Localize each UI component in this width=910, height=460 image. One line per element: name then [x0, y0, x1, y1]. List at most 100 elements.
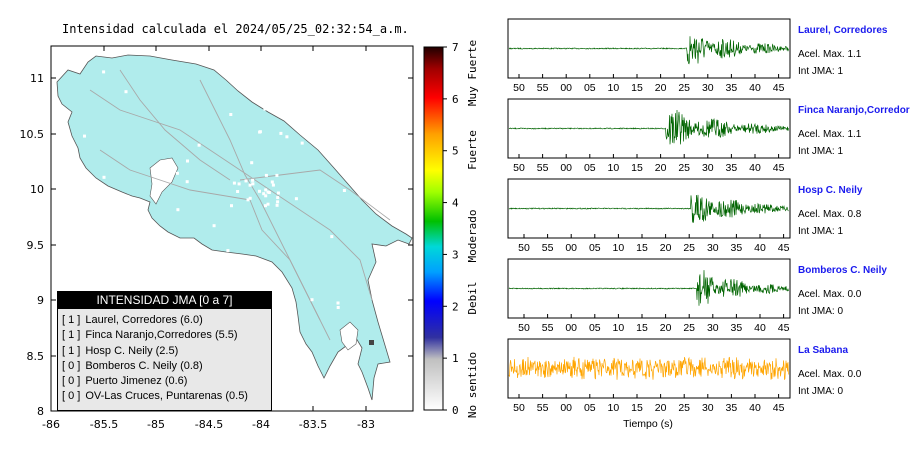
town-marker — [124, 90, 128, 94]
town-marker — [246, 198, 250, 202]
waveform-tick-label: 30 — [707, 242, 719, 254]
waveform-trace — [508, 36, 789, 65]
legend-title: INTENSIDAD JMA [0 a 7] — [58, 292, 271, 309]
town-marker — [186, 159, 189, 163]
town-marker — [258, 130, 262, 134]
town-marker — [102, 175, 106, 179]
x-tick-label: -83 — [357, 418, 375, 431]
waveform-tick-label: 05 — [584, 82, 596, 94]
station-name: Bomberos C. Neily — [798, 265, 887, 276]
town-marker — [275, 203, 279, 207]
legend-item: [ 1 ] Laurel, Corredores (6.0) — [62, 313, 271, 328]
waveform-tick-label: 25 — [683, 322, 695, 334]
town-marker — [336, 306, 340, 309]
legend-text: Bomberos C. Neily (0.8) — [85, 359, 203, 372]
map-title: Intensidad calculada el 2024/05/25_02:32… — [62, 22, 409, 36]
costa-rica-landmass — [56, 54, 413, 401]
waveform-panel: 50 55 00 05 10 15 20 25 30 35 40 45 Hosp C. Neily Ace… — [507, 178, 863, 254]
waveform-tick-label: 10 — [613, 322, 625, 334]
station-marker — [369, 340, 374, 345]
waveform-panel: 50 55 00 05 10 15 20 25 30 35 40 45 Laurel, Corredor… — [507, 18, 888, 94]
waveform-tick-label: 05 — [584, 402, 596, 414]
waveform-tick-label: 15 — [631, 82, 643, 94]
waveform-tick-label: 20 — [655, 82, 667, 94]
colorbar-tick-label: 2 — [452, 300, 459, 313]
legend-item: [ 1 ] Finca Naranjo,Corredores (5.5) — [62, 328, 271, 343]
legend-text: Finca Naranjo,Corredores (5.5) — [85, 329, 238, 342]
waveform-tick-label: 35 — [726, 82, 738, 94]
waveform-tick-label: 35 — [731, 322, 743, 334]
colorbar-tick-label: 7 — [452, 41, 459, 54]
town-marker — [114, 197, 118, 201]
town-marker — [330, 235, 334, 239]
town-marker — [197, 143, 201, 147]
x-tick-label: -85 — [147, 418, 165, 431]
station-name: Laurel, Corredores — [798, 25, 888, 36]
town-marker — [244, 179, 248, 183]
town-marker — [248, 183, 252, 187]
town-marker — [336, 301, 340, 305]
road — [89, 89, 373, 301]
station-name: La Sabana — [798, 345, 848, 356]
waveform-tick-label: 15 — [631, 162, 643, 174]
waveform-tick-label: 55 — [542, 242, 554, 254]
waveform-tick-label: 40 — [754, 322, 766, 334]
town-marker — [236, 190, 240, 193]
waveform-tick-label: 25 — [678, 162, 690, 174]
x-tick-label: -86 — [42, 418, 60, 431]
colorbar-category-label: Debil — [466, 281, 479, 314]
y-tick-label: 10 — [30, 183, 44, 196]
waveform-tick-label: 00 — [560, 82, 572, 94]
legend-text: OV-Las Cruces, Puntarenas (0.5) — [85, 390, 248, 403]
waveform-tick-label: 20 — [660, 242, 672, 254]
station-accel: Acel. Max. 1.1 — [798, 49, 862, 60]
town-marker — [335, 131, 339, 135]
station-name: Finca Naranjo,Corredores — [798, 105, 910, 116]
town-marker — [212, 224, 216, 228]
town-marker — [270, 180, 274, 184]
town-marker — [185, 180, 189, 184]
waveform-tick-label: 25 — [678, 82, 690, 94]
town-marker — [226, 249, 230, 253]
town-marker — [262, 192, 266, 196]
waveform-tick-label: 05 — [589, 242, 601, 254]
town-marker — [250, 161, 254, 165]
waveform-tick-label: 20 — [660, 322, 672, 334]
station-intensity: Int JMA: 1 — [798, 146, 843, 157]
town-marker — [264, 204, 267, 208]
colorbar-tick-label: 1 — [452, 352, 459, 365]
station-accel: Acel. Max. 1.1 — [798, 129, 862, 140]
town-marker — [230, 204, 233, 208]
town-marker — [229, 113, 233, 116]
waveform-tick-label: 20 — [655, 402, 667, 414]
town-marker — [264, 194, 268, 198]
town-marker — [264, 173, 268, 177]
station-accel: Acel. Max. 0.0 — [798, 369, 862, 380]
town-marker — [112, 283, 116, 286]
waveform-panels: 50 55 00 05 10 15 20 25 30 35 40 45 Laurel, Corredor… — [507, 18, 910, 430]
town-marker — [266, 202, 270, 206]
waveform-tick-label: 30 — [702, 402, 714, 414]
waveform-tick-label: 35 — [731, 242, 743, 254]
colorbar-category-label: Moderado — [466, 210, 479, 263]
legend-item: [ 0 ] OV-Las Cruces, Puntarenas (0.5) — [62, 389, 271, 404]
town-marker — [251, 178, 255, 182]
colorbar-tick-label: 5 — [452, 145, 459, 158]
waveform-tick-label: 35 — [726, 402, 738, 414]
waveform-tick-label: 15 — [631, 402, 643, 414]
y-tick-label: 9.5 — [27, 239, 45, 252]
road — [119, 69, 231, 181]
waveform-tick-label: 55 — [537, 82, 549, 94]
waveform-tick-label: 25 — [678, 402, 690, 414]
town-marker — [258, 189, 261, 193]
waveform-tick-label: 10 — [608, 82, 620, 94]
legend-text: Puerto Jimenez (0.6) — [85, 375, 188, 388]
legend-item: [ 0 ] Puerto Jimenez (0.6) — [62, 374, 271, 389]
waveform-tick-label: 50 — [518, 242, 530, 254]
waveform-panel: 50 55 00 05 10 15 20 25 30 35 40 45 Bomberos C. Neil… — [507, 258, 887, 334]
waveform-tick-label: 55 — [537, 162, 549, 174]
colorbar-category-label: No sentido — [466, 352, 479, 418]
town-marker — [83, 134, 86, 138]
waveform-tick-label: 00 — [560, 402, 572, 414]
colorbar-tick-label: 4 — [452, 197, 459, 210]
